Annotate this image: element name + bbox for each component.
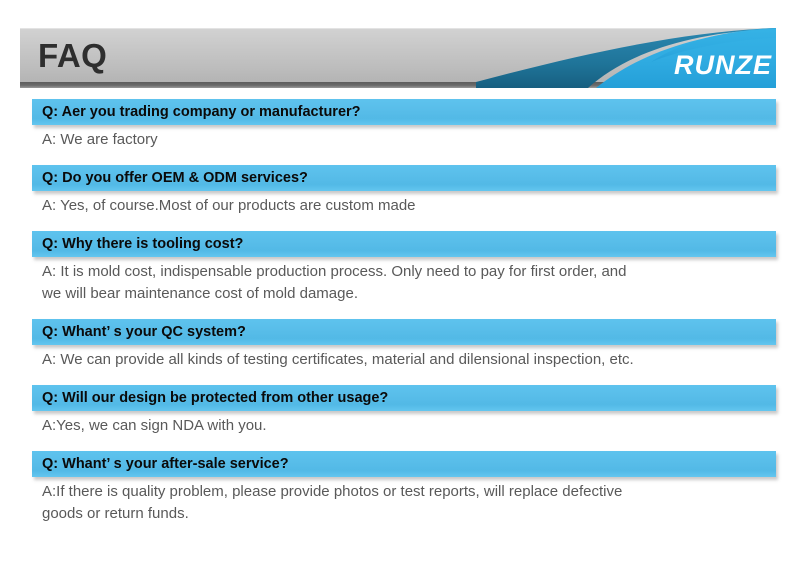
faq-question-bar[interactable]: Q: Whant’ s your after-sale service?: [32, 451, 776, 477]
faq-question-bar[interactable]: Q: Why there is tooling cost?: [32, 231, 776, 257]
faq-answer-text: A: We are factory: [42, 131, 158, 148]
logo-wordmark: RUNZE: [674, 50, 772, 80]
header-bar-shadow: [20, 82, 776, 88]
page-header: FAQ RUNZE: [20, 28, 776, 88]
faq-question-text: Q: Whant’ s your QC system?: [42, 324, 246, 340]
faq-question-text: Q: Do you offer OEM & ODM services?: [42, 170, 308, 186]
faq-item: Q: Do you offer OEM & ODM services? A: Y…: [32, 165, 776, 217]
faq-question-text: Q: Aer you trading company or manufactur…: [42, 104, 361, 120]
faq-item: Q: Why there is tooling cost? A: It is m…: [32, 231, 776, 305]
faq-question-text: Q: Why there is tooling cost?: [42, 236, 244, 252]
faq-item: Q: Whant’ s your QC system? A: We can pr…: [32, 319, 776, 371]
faq-answer-text: A: Yes, of course.Most of our products a…: [42, 197, 416, 214]
faq-question-bar[interactable]: Q: Whant’ s your QC system?: [32, 319, 776, 345]
faq-question-bar[interactable]: Q: Aer you trading company or manufactur…: [32, 99, 776, 125]
faq-question-text: Q: Will our design be protected from oth…: [42, 390, 389, 406]
faq-answer-text: A:Yes, we can sign NDA with you.: [42, 417, 267, 434]
faq-item: Q: Aer you trading company or manufactur…: [32, 99, 776, 151]
faq-answer-text: A:If there is quality problem, please pr…: [42, 483, 623, 522]
faq-answer-text: A: It is mold cost, indispensable produc…: [42, 263, 627, 302]
brand-logo: RUNZE: [476, 28, 776, 88]
page-title: FAQ: [38, 37, 108, 74]
faq-list: Q: Aer you trading company or manufactur…: [32, 99, 776, 525]
logo-swoosh-graphic: [476, 28, 776, 88]
faq-question-bar[interactable]: Q: Do you offer OEM & ODM services?: [32, 165, 776, 191]
faq-question-bar[interactable]: Q: Will our design be protected from oth…: [32, 385, 776, 411]
faq-answer-text: A: We can provide all kinds of testing c…: [42, 351, 634, 368]
faq-item: Q: Will our design be protected from oth…: [32, 385, 776, 437]
header-gray-bar: [20, 28, 776, 82]
faq-question-text: Q: Whant’ s your after-sale service?: [42, 456, 289, 472]
faq-item: Q: Whant’ s your after-sale service? A:I…: [32, 451, 776, 525]
